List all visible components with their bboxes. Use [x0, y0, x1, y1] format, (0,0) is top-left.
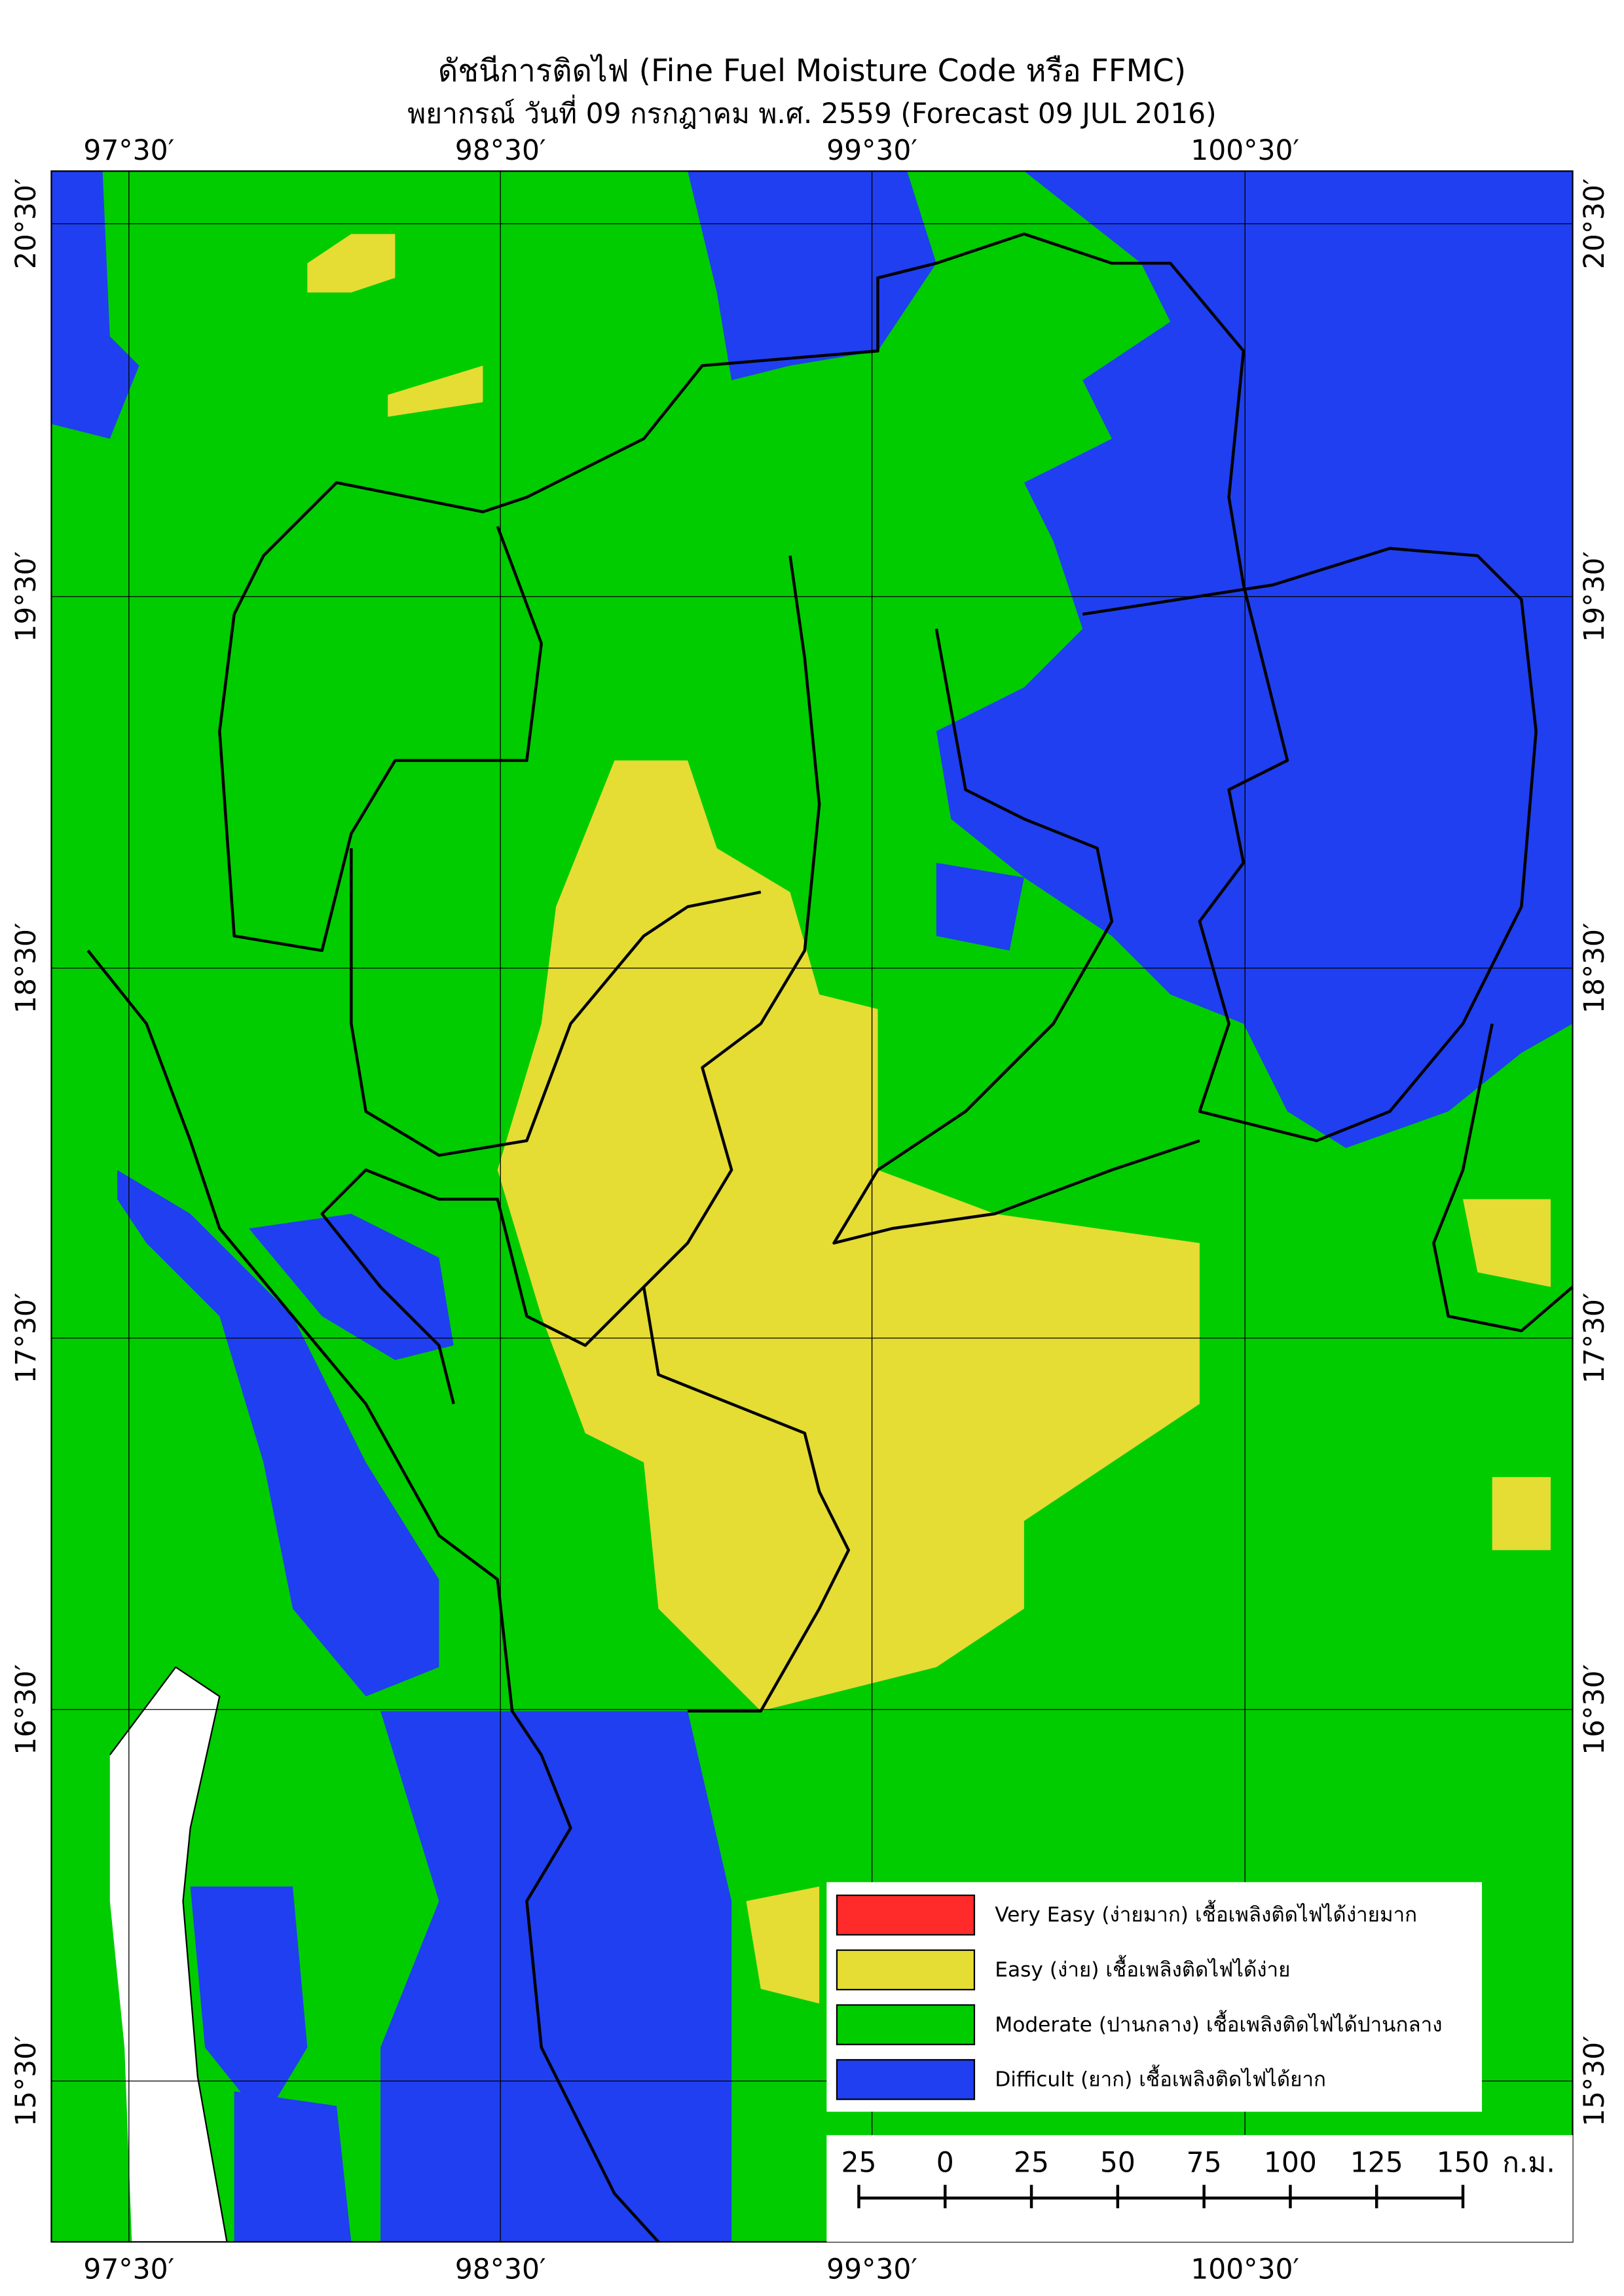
longitude-label: 97°30′ [83, 135, 174, 167]
scale-label: 0 [936, 2147, 954, 2179]
subtitle: พยากรณ์ วันที่ 09 กรกฎาคม พ.ศ. 2559 (For… [407, 94, 1216, 130]
scale-bar: 25 0 25 50 75 100 125 150 ก.ม. [841, 2147, 1555, 2208]
longitude-label: 100°30′ [1190, 135, 1299, 167]
easy-area [388, 365, 483, 417]
easy-area [307, 234, 396, 293]
longitude-label: 99°30′ [826, 2254, 917, 2286]
scale-label: 100 [1264, 2147, 1317, 2179]
scale-label: 125 [1350, 2147, 1403, 2179]
title: ดัชนีการติดไฟ (Fine Fuel Moisture Code ห… [438, 53, 1186, 89]
legend: Very Easy (ง่ายมาก) เชื้อเพลิงติดไฟได้ง่… [836, 1894, 1442, 2100]
province-border [320, 555, 821, 1404]
legend-label: Very Easy (ง่ายมาก) เชื้อเพลิงติดไฟได้ง่… [995, 1899, 1417, 1927]
province-border [642, 1286, 851, 1713]
map-frame [50, 170, 1574, 2243]
easy-area [1492, 1477, 1551, 1550]
difficult-area [190, 1886, 308, 2121]
easy-area [746, 1886, 820, 2004]
latitude-label: 20°30′ [10, 178, 43, 269]
scale-label: 50 [1100, 2147, 1135, 2179]
scale-label: 25 [841, 2147, 876, 2179]
latitude-label: 19°30′ [10, 551, 43, 642]
scale-label: 75 [1187, 2147, 1222, 2179]
coastline [109, 1666, 228, 2242]
province-border [1432, 1023, 1574, 1332]
difficult-area [51, 171, 139, 439]
scale-label: 25 [1014, 2147, 1049, 2179]
scale-unit: ก.ม. [1502, 2147, 1555, 2179]
latitude-label: 16°30′ [10, 1664, 43, 1755]
province-border [232, 232, 1538, 1142]
difficult-area [936, 862, 1024, 951]
province-border [218, 526, 543, 953]
longitude-label: 98°30′ [455, 2254, 546, 2286]
latitude-label: 16°30′ [1579, 1664, 1611, 1755]
easy-area [1463, 1199, 1551, 1287]
legend-swatch [836, 2004, 976, 2045]
latitude-label: 18°30′ [1579, 922, 1611, 1013]
longitude-label: 99°30′ [826, 135, 917, 167]
latitude-label: 15°30′ [10, 2035, 43, 2126]
latitude-label: 15°30′ [1579, 2035, 1611, 2126]
latitude-label: 20°30′ [1579, 178, 1611, 269]
legend-swatch [836, 2059, 976, 2100]
graticule: 97°30′ 97°30′ 98°30′ 98°30′ 99°30′ 99°30′ 100°… [10, 135, 1611, 2286]
province-border [832, 629, 1200, 1245]
difficult-area [117, 1170, 439, 1697]
sea [109, 1667, 227, 2242]
scale-box [826, 2135, 1573, 2242]
longitude-label: 100°30′ [1190, 2254, 1299, 2286]
difficult-area [936, 171, 1573, 1148]
difficult-area [380, 1711, 732, 2242]
difficult-area [234, 2091, 352, 2242]
legend-swatch [836, 1894, 976, 1936]
easy-area [497, 760, 1200, 1711]
latitude-label: 17°30′ [10, 1292, 43, 1383]
longitude-label: 97°30′ [83, 2254, 174, 2286]
latitude-label: 17°30′ [1579, 1292, 1611, 1383]
province-border [86, 949, 660, 2243]
province-border [350, 848, 762, 1157]
legend-label: Moderate (ปานกลาง) เชื้อเพลิงติดไฟได้ปาน… [995, 2009, 1442, 2037]
longitude-label: 98°30′ [455, 135, 546, 167]
latitude-label: 18°30′ [10, 922, 43, 1013]
difficult-area [249, 1214, 454, 1360]
latitude-label: 19°30′ [1579, 551, 1611, 642]
legend-label: Easy (ง่าย) เชื้อเพลิงติดไฟได้ง่าย [995, 1954, 1290, 1982]
legend-label: Difficult (ยาก) เชื้อเพลิงติดไฟได้ยาก [995, 2064, 1326, 2092]
scale-label: 150 [1437, 2147, 1490, 2179]
legend-swatch [836, 1949, 976, 1991]
